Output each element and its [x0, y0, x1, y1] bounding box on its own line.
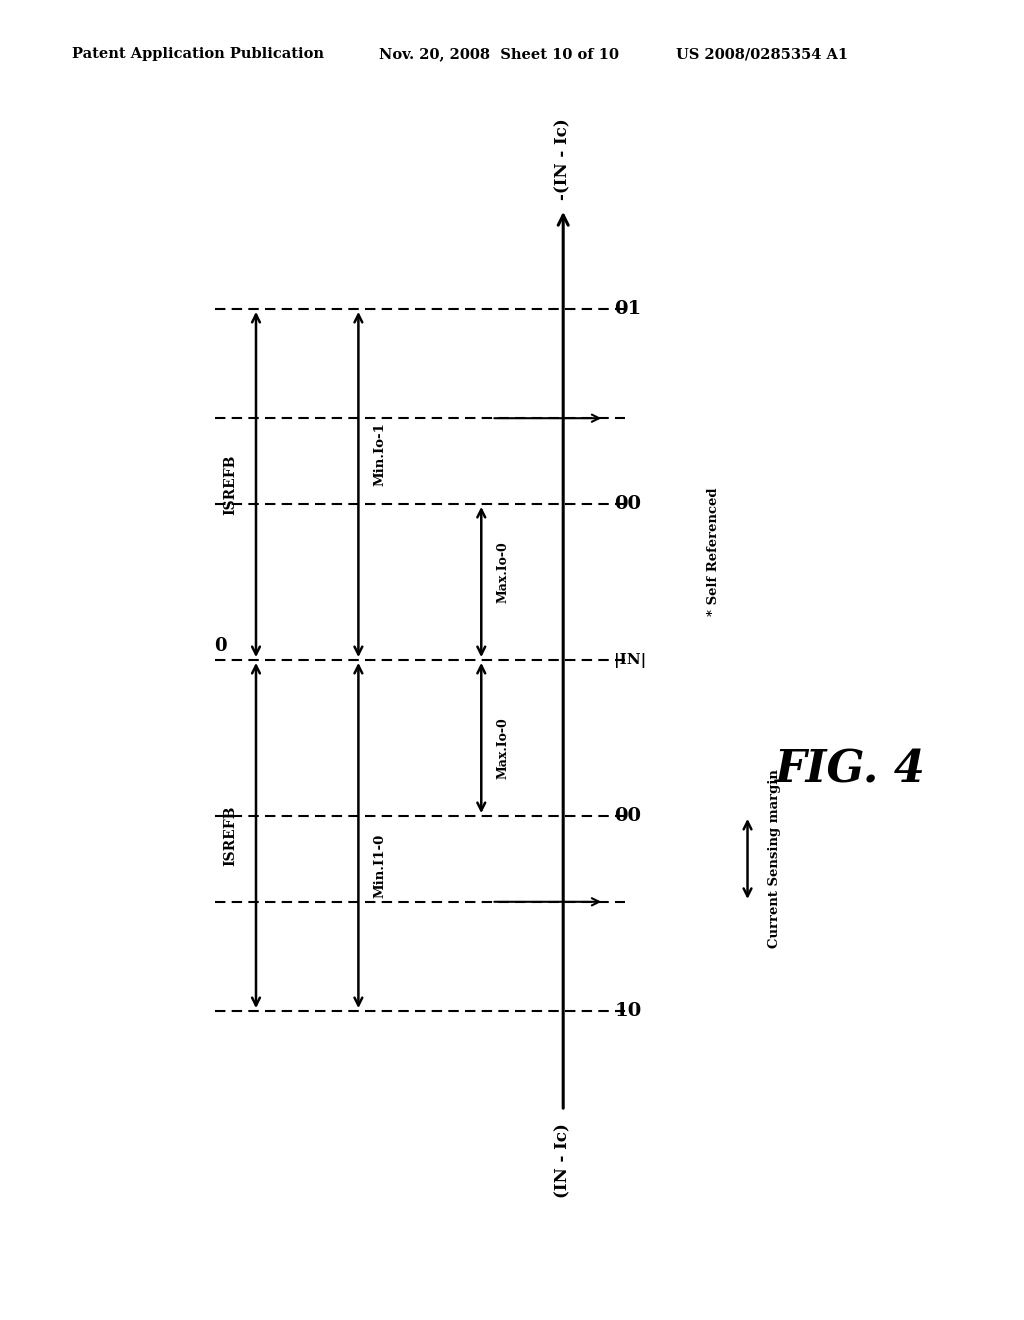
Text: |IN|: |IN|	[614, 652, 646, 668]
Text: Min.I1-0: Min.I1-0	[374, 833, 387, 898]
Text: 01: 01	[614, 300, 642, 318]
Text: Min.Io-1: Min.Io-1	[374, 422, 387, 487]
Text: ISREFB: ISREFB	[223, 805, 238, 866]
Text: Max.Io-0: Max.Io-0	[497, 717, 510, 779]
Text: Max.Io-0: Max.Io-0	[497, 541, 510, 603]
Text: 0: 0	[214, 638, 226, 655]
Text: 00: 00	[614, 807, 641, 825]
Text: Patent Application Publication: Patent Application Publication	[72, 48, 324, 61]
Text: 00: 00	[614, 495, 641, 513]
Text: Nov. 20, 2008  Sheet 10 of 10: Nov. 20, 2008 Sheet 10 of 10	[379, 48, 618, 61]
Text: (IN - Ic): (IN - Ic)	[555, 1123, 571, 1199]
Text: 10: 10	[614, 1002, 642, 1020]
Text: FIG. 4: FIG. 4	[774, 748, 926, 792]
Text: Current Sensing margin: Current Sensing margin	[768, 770, 781, 948]
Text: * Self Referenced: * Self Referenced	[707, 488, 720, 616]
Text: US 2008/0285354 A1: US 2008/0285354 A1	[676, 48, 848, 61]
Text: -(IN - Ic): -(IN - Ic)	[555, 117, 571, 199]
Text: ISREFB: ISREFB	[223, 454, 238, 515]
